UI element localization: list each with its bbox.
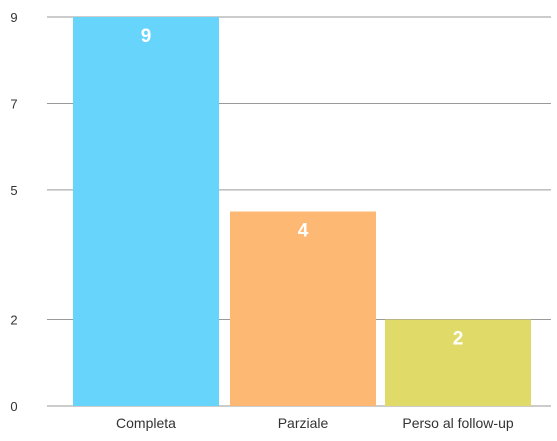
y-tick-label-4: 9 [10, 10, 17, 25]
bar-value-label-2: 2 [453, 329, 464, 350]
x-category-label-2: Perso al follow-up [402, 415, 513, 431]
bar-value-label-0: 9 [141, 26, 152, 47]
y-tick-label-1: 2 [10, 313, 17, 328]
x-category-label-0: Completa [116, 415, 176, 431]
bar-1 [230, 211, 376, 406]
y-tick-label-3: 7 [10, 96, 17, 111]
bar-0 [73, 17, 219, 406]
bar-value-label-1: 4 [298, 221, 309, 242]
bar-2 [385, 319, 531, 406]
y-tick-label-0: 0 [10, 399, 17, 414]
y-tick-label-2: 5 [10, 183, 17, 198]
x-category-label-1: Parziale [278, 415, 329, 431]
